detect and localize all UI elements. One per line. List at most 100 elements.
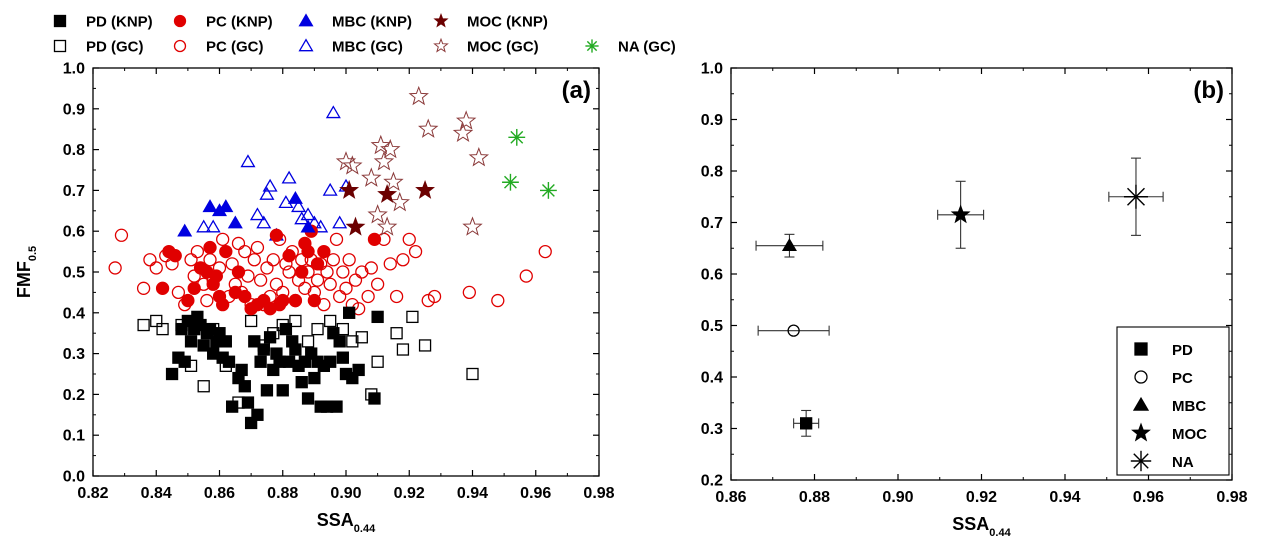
data-point	[345, 216, 366, 236]
data-point	[408, 85, 429, 106]
panel-b-ytick-label: 0.9	[701, 112, 723, 129]
data-point	[322, 182, 338, 196]
panel-a-ytick-label: 0.3	[63, 346, 85, 363]
data-point	[343, 306, 356, 319]
data-point	[247, 253, 261, 267]
data-point	[418, 339, 432, 352]
data-point	[339, 281, 353, 295]
data-point	[538, 244, 552, 259]
data-point	[175, 322, 188, 336]
data-point	[260, 384, 274, 397]
legend-label-8: NA (GC)	[618, 39, 676, 56]
summary-marker	[781, 238, 797, 252]
data-point	[332, 215, 348, 229]
panel-b-ytick-label: 0.6	[701, 267, 723, 284]
data-point	[368, 392, 381, 405]
data-point	[324, 314, 337, 328]
data-point	[301, 244, 315, 259]
data-point	[326, 253, 341, 267]
panel-a-y-axis-title: FMF0.5	[14, 246, 39, 298]
data-point	[222, 355, 236, 368]
legend-label-7: MOC (GC)	[467, 39, 539, 56]
data-point	[240, 154, 256, 168]
data-point	[266, 253, 280, 267]
data-point	[301, 392, 315, 405]
data-point	[205, 219, 221, 233]
panel-a-xtick-label: 0.86	[204, 485, 235, 502]
data-point	[406, 310, 419, 324]
data-point	[462, 216, 483, 236]
legend-label-1: PC (KNP)	[206, 14, 273, 31]
data-point	[200, 293, 214, 308]
data-point	[408, 244, 423, 259]
data-point	[244, 314, 258, 328]
data-point	[389, 289, 404, 304]
panel-b-xtick-label: 0.86	[715, 489, 746, 506]
series-na-gc-	[502, 128, 557, 199]
data-point	[336, 265, 350, 279]
legend-b-marker-1	[1134, 370, 1148, 384]
series-moc-knp-	[339, 179, 435, 236]
legend-b-label-1: PC	[1172, 370, 1193, 387]
panel-a-ytick-label: 0.2	[63, 387, 85, 404]
summary-pc	[757, 324, 830, 337]
data-point	[383, 257, 397, 271]
data-point	[346, 371, 359, 385]
panel-b-xtick-label: 0.94	[1049, 489, 1080, 506]
data-point	[339, 179, 360, 199]
legend-label-3: MOC (KNP)	[467, 14, 548, 31]
data-point	[136, 281, 151, 295]
data-point	[298, 281, 312, 295]
series-mbc-gc-	[196, 105, 354, 241]
data-point	[371, 355, 384, 368]
data-point	[370, 277, 385, 291]
legend-marker-1	[173, 14, 187, 28]
data-point	[491, 293, 505, 308]
data-point	[276, 293, 290, 308]
data-point	[171, 285, 186, 300]
panel-b-xtick-label: 0.90	[882, 489, 913, 506]
legend-b-marker-4	[1130, 450, 1152, 472]
legend-label-2: MBC (KNP)	[332, 14, 412, 31]
panel-a-label: (a)	[562, 77, 591, 104]
panel-a-xtick-label: 0.84	[141, 485, 172, 502]
data-point	[281, 170, 297, 184]
data-point	[241, 396, 255, 409]
data-point	[508, 128, 526, 146]
data-point	[519, 269, 533, 283]
data-point	[178, 355, 191, 368]
data-point	[367, 204, 388, 224]
data-point	[262, 178, 278, 192]
summary-marker	[950, 204, 971, 224]
data-point	[396, 343, 410, 356]
panel-b-ytick-label: 0.8	[701, 164, 723, 181]
data-point	[335, 151, 357, 171]
data-point	[361, 167, 382, 187]
data-point	[137, 318, 150, 332]
data-point	[342, 253, 356, 267]
panel-a-ylabel-main: FMF	[14, 261, 34, 298]
data-point	[367, 232, 382, 247]
data-point	[184, 253, 198, 267]
data-point	[502, 173, 519, 191]
data-point	[216, 232, 230, 247]
legend-label-4: PD (GC)	[86, 39, 144, 56]
data-point	[187, 281, 201, 295]
legend-marker-0	[53, 14, 67, 28]
data-point	[462, 285, 476, 300]
data-point	[225, 257, 239, 271]
data-point	[202, 199, 218, 213]
legend-marker-6	[298, 38, 314, 52]
data-point	[269, 228, 284, 242]
panel-b-label: (b)	[1193, 77, 1224, 104]
data-point	[310, 257, 325, 271]
panel-b-ytick-label: 0.2	[701, 473, 723, 490]
panel-a: 0.82 0.84 0.86 0.88 0.90 0.92 0.94 0.96 0.98 0.0 0…	[14, 61, 615, 536]
data-point	[213, 327, 226, 340]
panel-a-ytick-label: 0.4	[63, 305, 85, 322]
panel-a-xlabel-main: SSA	[317, 510, 354, 530]
panel-b-ytick-label: 1.0	[701, 61, 723, 78]
panel-b-xlabel-sub: 0.44	[989, 527, 1011, 539]
legend-b-label-2: MBC	[1172, 398, 1206, 415]
